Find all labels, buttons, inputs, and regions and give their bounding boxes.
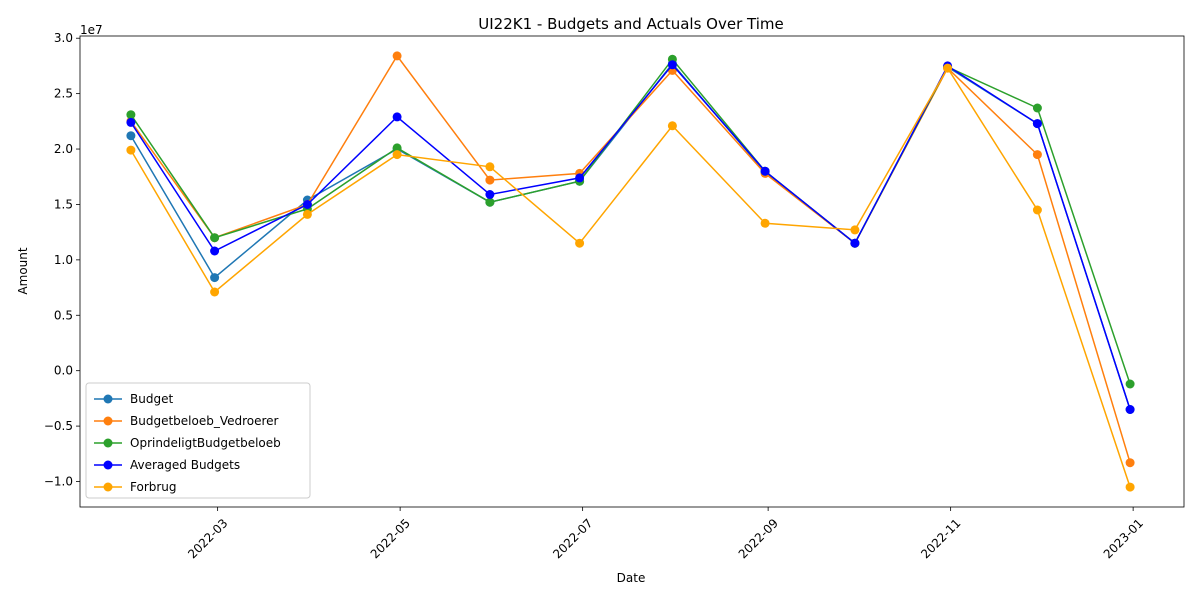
- data-point: [667, 60, 677, 70]
- series-averaged-budgets: [126, 60, 1135, 414]
- legend-label: Forbrug: [130, 480, 177, 494]
- series-line: [130, 66, 1131, 488]
- data-point: [1032, 119, 1042, 129]
- data-point: [126, 117, 136, 127]
- data-point: [943, 63, 953, 73]
- data-point: [667, 121, 677, 131]
- legend-label: OprindeligtBudgetbeloeb: [130, 436, 281, 450]
- y-tick-label: 1.5: [54, 197, 73, 211]
- legend-entry: OprindeligtBudgetbeloeb: [94, 436, 281, 450]
- legend-marker: [103, 482, 113, 492]
- x-tick-label: 2022-05: [368, 516, 413, 561]
- plot-frame: [79, 35, 1185, 508]
- data-point: [1032, 150, 1042, 160]
- series-budget: [126, 59, 1135, 414]
- data-point: [392, 51, 402, 61]
- legend-label: Budget: [130, 392, 173, 406]
- data-point: [760, 218, 770, 228]
- data-point: [1125, 405, 1135, 414]
- y-tick-label: 2.5: [54, 87, 73, 101]
- data-point: [392, 112, 402, 122]
- data-point: [392, 150, 402, 160]
- legend-entry: Averaged Budgets: [94, 458, 240, 472]
- y-tick-label: −1.0: [44, 475, 73, 489]
- legend-entry: Budgetbeloeb_Vedroerer: [94, 414, 279, 428]
- legend-label: Averaged Budgets: [130, 458, 240, 472]
- data-point: [210, 287, 220, 297]
- x-tick-label: 2022-03: [185, 516, 230, 561]
- y-tick-label: 1.0: [54, 253, 73, 267]
- data-point: [126, 131, 136, 141]
- data-point: [126, 145, 136, 155]
- data-point: [850, 225, 860, 235]
- y-tick-label: 3.0: [54, 31, 73, 45]
- x-axis-ticks: 2022-03 2022-05 2022-07 2022-09 2022-11 2023-…: [185, 507, 1146, 561]
- data-point: [575, 173, 585, 183]
- y-axis-ticks: −1.0 −0.5 0.0 0.5 1.0 1.5 2.0 2.5 3.0: [44, 31, 80, 489]
- legend-marker: [103, 460, 113, 470]
- data-point: [210, 273, 220, 283]
- legend-marker: [103, 416, 113, 426]
- data-point: [1125, 379, 1135, 389]
- data-point: [302, 200, 312, 209]
- chart-title: UI22K1 - Budgets and Actuals Over Time: [478, 15, 783, 33]
- y-axis-label: Amount: [16, 247, 30, 294]
- legend-marker: [103, 394, 113, 404]
- data-point: [1125, 458, 1135, 468]
- x-tick-label: 2022-07: [550, 516, 595, 561]
- y-tick-label: 2.0: [54, 142, 73, 156]
- data-point: [485, 190, 495, 199]
- legend-label: Budgetbeloeb_Vedroerer: [130, 414, 279, 428]
- data-point: [575, 238, 585, 248]
- x-axis-label: Date: [617, 571, 646, 585]
- data-point: [1032, 103, 1042, 113]
- series-oprindeligtbudgetbeloeb: [126, 54, 1135, 389]
- y-exponent-label: 1e7: [80, 23, 103, 37]
- data-point: [760, 166, 770, 176]
- series-line: [130, 63, 1131, 410]
- data-point: [1125, 482, 1135, 492]
- x-tick-label: 2023-01: [1101, 516, 1146, 561]
- legend-marker: [103, 438, 113, 448]
- legend-box: [85, 382, 311, 499]
- data-point: [485, 175, 495, 185]
- data-point: [210, 246, 220, 256]
- data-point: [850, 238, 860, 248]
- y-tick-label: 0.0: [54, 364, 73, 378]
- series-forbrug: [126, 63, 1135, 492]
- series-layer: [126, 51, 1135, 492]
- legend-entry: Budget: [94, 392, 173, 406]
- y-tick-label: −0.5: [44, 419, 73, 433]
- data-point: [1032, 205, 1042, 215]
- x-tick-label: 2022-09: [736, 516, 781, 561]
- data-point: [392, 143, 402, 153]
- data-point: [210, 233, 220, 243]
- data-point: [126, 110, 136, 120]
- y-tick-label: 0.5: [54, 308, 73, 322]
- x-tick-label: 2022-11: [918, 516, 963, 561]
- legend: Budget Budgetbeloeb_Vedroerer OprindeligtB…: [85, 382, 311, 499]
- data-point: [302, 209, 312, 219]
- data-point: [485, 197, 495, 207]
- legend-entry: Forbrug: [94, 480, 177, 494]
- data-point: [485, 162, 495, 172]
